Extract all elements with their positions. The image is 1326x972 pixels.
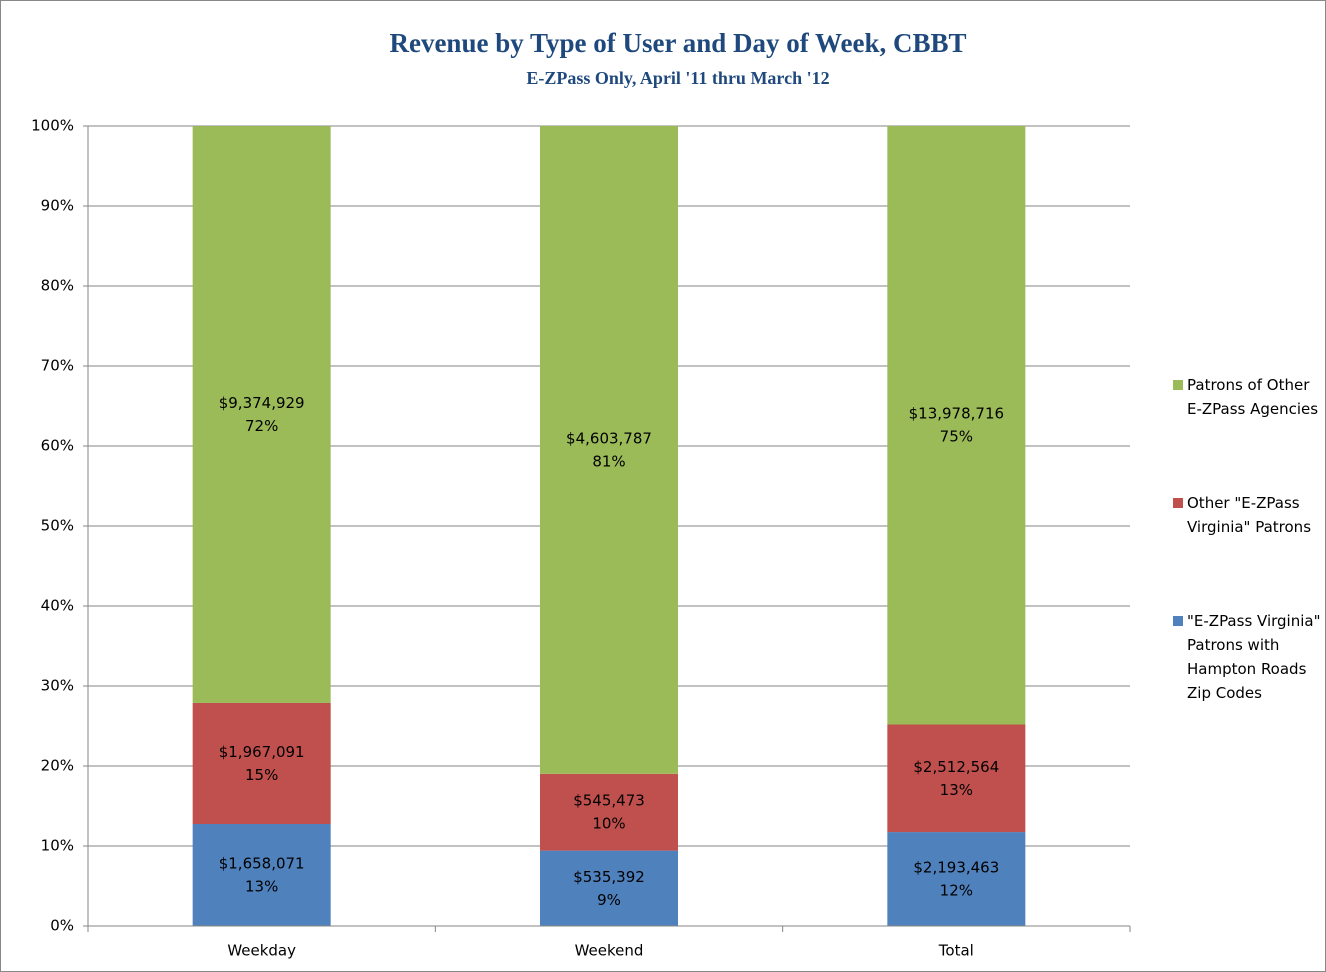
y-tick-label: 100% [31, 117, 74, 135]
y-tick-label: 60% [41, 437, 74, 455]
bar-segment [540, 773, 678, 851]
legend-item: Other "E-ZPass Virginia" Patrons [1173, 491, 1323, 539]
value-label: 72% [245, 417, 278, 435]
legend-swatch [1173, 498, 1183, 508]
legend-swatch [1173, 616, 1183, 626]
chart-subtitle: E-ZPass Only, April '11 thru March '12 [526, 68, 829, 88]
x-tick-label: Total [938, 942, 974, 960]
y-tick-label: 30% [41, 677, 74, 695]
value-label: 15% [245, 766, 278, 784]
y-tick-label: 10% [41, 837, 74, 855]
amount-label: $2,193,463 [913, 859, 999, 877]
bar-segment [192, 126, 331, 703]
y-tick-label: 80% [41, 277, 74, 295]
y-tick-label: 40% [41, 597, 74, 615]
bar-segment [192, 702, 331, 824]
y-tick-label: 0% [50, 917, 74, 935]
value-label: 13% [940, 781, 973, 799]
amount-label: $535,392 [573, 868, 645, 886]
bar-segment [192, 824, 331, 926]
value-label: 12% [940, 882, 973, 900]
amount-label: $1,658,071 [219, 855, 305, 873]
bar-segment [887, 126, 1026, 725]
amount-label: $4,603,787 [566, 429, 652, 447]
amount-label: $13,978,716 [909, 405, 1004, 423]
x-tick-label: Weekday [227, 942, 296, 960]
value-label: 75% [940, 428, 973, 446]
y-tick-label: 70% [41, 357, 74, 375]
bar-segment [887, 724, 1026, 833]
bar-segment [540, 125, 678, 774]
value-label: 9% [597, 891, 621, 909]
y-tick-label: 90% [41, 197, 74, 215]
amount-label: $2,512,564 [913, 758, 999, 776]
y-tick-label: 20% [41, 757, 74, 775]
amount-label: $545,473 [573, 792, 645, 810]
value-label: 81% [592, 452, 625, 470]
amount-label: $1,967,091 [219, 743, 305, 761]
legend-item: Patrons of Other E-ZPass Agencies [1173, 373, 1323, 421]
legend-label: "E-ZPass Virginia" Patrons with Hampton … [1187, 612, 1321, 702]
chart-title: Revenue by Type of User and Day of Week,… [389, 28, 966, 58]
amount-label: $9,374,929 [219, 394, 305, 412]
x-tick-label: Weekend [575, 942, 644, 960]
y-tick-label: 50% [41, 517, 74, 535]
legend-label: Other "E-ZPass Virginia" Patrons [1187, 494, 1312, 536]
legend-label: Patrons of Other E-ZPass Agencies [1187, 376, 1319, 418]
bar-segment [540, 850, 678, 926]
value-label: 10% [592, 815, 625, 833]
bar-segment [887, 832, 1026, 926]
value-label: 13% [245, 878, 278, 896]
legend-item: "E-ZPass Virginia" Patrons with Hampton … [1173, 609, 1323, 705]
legend-swatch [1173, 380, 1183, 390]
